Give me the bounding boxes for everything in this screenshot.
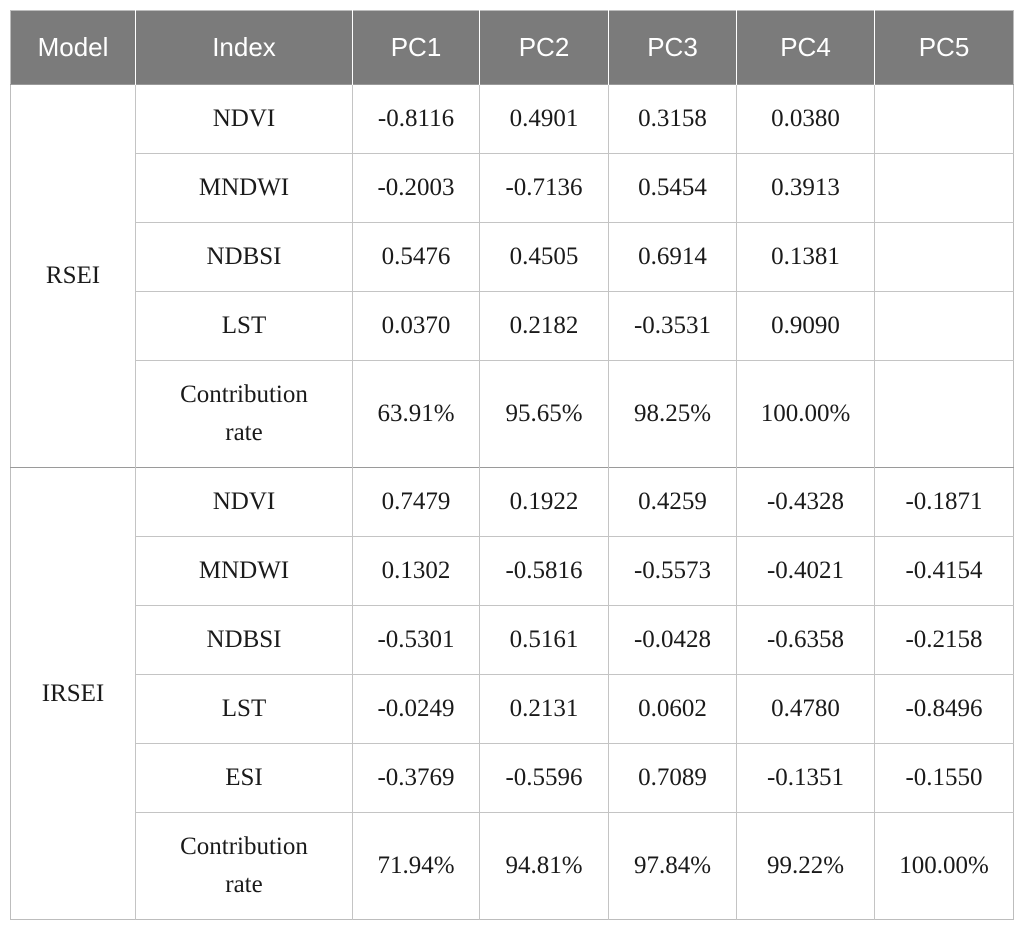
index-cell: Contribution rate xyxy=(135,360,353,468)
header-pc2: PC2 xyxy=(479,10,609,85)
value-cell xyxy=(874,222,1014,292)
value-cell: -0.5816 xyxy=(479,536,609,606)
value-cell: 0.3913 xyxy=(736,153,875,223)
value-cell: -0.7136 xyxy=(479,153,609,223)
value-cell: 0.1381 xyxy=(736,222,875,292)
value-cell xyxy=(874,153,1014,223)
value-cell: 0.1302 xyxy=(352,536,480,606)
value-cell: 0.4901 xyxy=(479,84,609,154)
index-cell: LST xyxy=(135,291,353,361)
value-cell: 0.0370 xyxy=(352,291,480,361)
header-pc5: PC5 xyxy=(874,10,1014,85)
contribution-rate-label: Contribution rate xyxy=(180,833,308,898)
value-cell: 0.5454 xyxy=(608,153,737,223)
value-cell: 98.25% xyxy=(608,360,737,468)
value-cell: -0.0249 xyxy=(352,674,480,744)
index-cell: NDBSI xyxy=(135,605,353,675)
value-cell: -0.1351 xyxy=(736,743,875,813)
value-cell: 97.84% xyxy=(608,812,737,920)
value-cell: 63.91% xyxy=(352,360,480,468)
value-cell: 0.0602 xyxy=(608,674,737,744)
value-cell: -0.8116 xyxy=(352,84,480,154)
value-cell: 0.2131 xyxy=(479,674,609,744)
value-cell: -0.8496 xyxy=(874,674,1014,744)
index-cell: MNDWI xyxy=(135,153,353,223)
table-row: MNDWI -0.2003 -0.7136 0.5454 0.3913 xyxy=(11,153,1014,223)
table-header: Model Index PC1 PC2 PC3 PC4 PC5 xyxy=(10,10,1014,85)
value-cell: 0.5161 xyxy=(479,605,609,675)
table-row: LST -0.0249 0.2131 0.0602 0.4780 -0.8496 xyxy=(11,674,1014,744)
header-pc3: PC3 xyxy=(608,10,737,85)
header-pc4: PC4 xyxy=(736,10,875,85)
table-row: Contribution rate 71.94% 94.81% 97.84% 9… xyxy=(11,812,1014,920)
index-cell: ESI xyxy=(135,743,353,813)
value-cell: 100.00% xyxy=(874,812,1014,920)
value-cell xyxy=(874,84,1014,154)
value-cell: 0.0380 xyxy=(736,84,875,154)
value-cell: 0.6914 xyxy=(608,222,737,292)
pca-results-table: Model Index PC1 PC2 PC3 PC4 PC5 RSEI NDV… xyxy=(10,10,1014,920)
table-row: NDBSI -0.5301 0.5161 -0.0428 -0.6358 -0.… xyxy=(11,605,1014,675)
header-pc1: PC1 xyxy=(352,10,480,85)
value-cell: 0.1922 xyxy=(479,467,609,537)
value-cell: -0.4021 xyxy=(736,536,875,606)
value-cell: -0.5573 xyxy=(608,536,737,606)
value-cell: -0.1871 xyxy=(874,467,1014,537)
header-row: Model Index PC1 PC2 PC3 PC4 PC5 xyxy=(10,10,1014,85)
header-index: Index xyxy=(135,10,353,85)
value-cell: -0.1550 xyxy=(874,743,1014,813)
value-cell: -0.6358 xyxy=(736,605,875,675)
table-row: Contribution rate 63.91% 95.65% 98.25% 1… xyxy=(11,360,1014,468)
value-cell: -0.5301 xyxy=(352,605,480,675)
value-cell: -0.4328 xyxy=(736,467,875,537)
value-cell: 94.81% xyxy=(479,812,609,920)
table-row: LST 0.0370 0.2182 -0.3531 0.9090 xyxy=(11,291,1014,361)
index-cell: NDBSI xyxy=(135,222,353,292)
value-cell: 99.22% xyxy=(736,812,875,920)
value-cell xyxy=(874,360,1014,468)
value-cell: 0.4259 xyxy=(608,467,737,537)
table-row: ESI -0.3769 -0.5596 0.7089 -0.1351 -0.15… xyxy=(11,743,1014,813)
model-cell-rsei: RSEI xyxy=(10,84,136,468)
index-cell: MNDWI xyxy=(135,536,353,606)
table-row: RSEI NDVI -0.8116 0.4901 0.3158 0.0380 xyxy=(10,84,1014,468)
index-cell: LST xyxy=(135,674,353,744)
table-row: MNDWI 0.1302 -0.5816 -0.5573 -0.4021 -0.… xyxy=(11,536,1014,606)
value-cell: 0.3158 xyxy=(608,84,737,154)
value-cell: -0.3531 xyxy=(608,291,737,361)
value-cell: 0.9090 xyxy=(736,291,875,361)
value-cell: 0.4780 xyxy=(736,674,875,744)
value-cell: -0.2158 xyxy=(874,605,1014,675)
contribution-rate-label: Contribution rate xyxy=(180,381,308,446)
value-cell: 0.2182 xyxy=(479,291,609,361)
value-cell: -0.4154 xyxy=(874,536,1014,606)
index-cell: NDVI xyxy=(135,467,353,537)
value-cell: 0.4505 xyxy=(479,222,609,292)
value-cell: -0.2003 xyxy=(352,153,480,223)
value-cell xyxy=(874,291,1014,361)
table-row: IRSEI NDVI 0.7479 0.1922 0.4259 -0.4328 … xyxy=(10,467,1014,920)
table-row: NDBSI 0.5476 0.4505 0.6914 0.1381 xyxy=(11,222,1014,292)
index-cell: Contribution rate xyxy=(135,812,353,920)
value-cell: 100.00% xyxy=(736,360,875,468)
value-cell: 0.7089 xyxy=(608,743,737,813)
value-cell: 0.7479 xyxy=(352,467,480,537)
value-cell: -0.3769 xyxy=(352,743,480,813)
header-model: Model xyxy=(10,10,136,85)
index-cell: NDVI xyxy=(135,84,353,154)
value-cell: 95.65% xyxy=(479,360,609,468)
table-body: RSEI NDVI -0.8116 0.4901 0.3158 0.0380 M… xyxy=(10,84,1014,920)
model-cell-irsei: IRSEI xyxy=(10,467,136,920)
value-cell: 71.94% xyxy=(352,812,480,920)
value-cell: 0.5476 xyxy=(352,222,480,292)
value-cell: -0.5596 xyxy=(479,743,609,813)
value-cell: -0.0428 xyxy=(608,605,737,675)
